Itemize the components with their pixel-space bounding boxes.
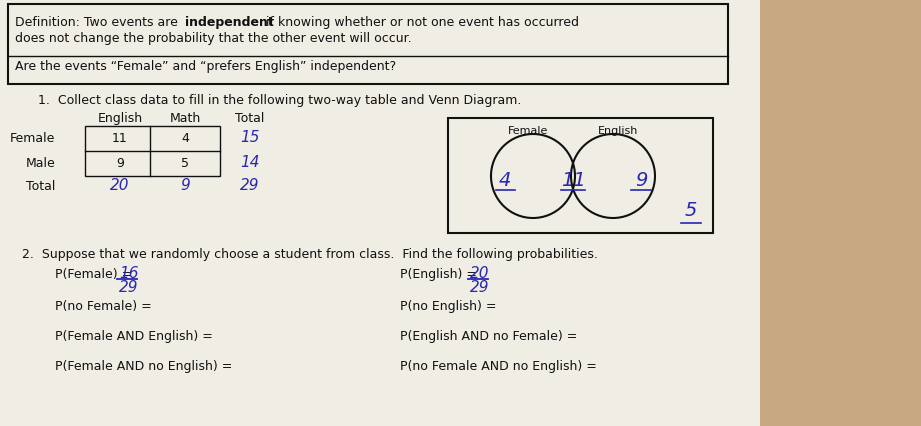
Text: Female: Female — [507, 126, 548, 136]
Text: P(no Female) =: P(no Female) = — [55, 300, 152, 313]
Text: 4: 4 — [181, 132, 189, 145]
Text: 9: 9 — [116, 157, 124, 170]
Text: 20: 20 — [111, 178, 130, 193]
Text: 5: 5 — [685, 201, 697, 221]
Text: 9: 9 — [181, 178, 190, 193]
Text: 29: 29 — [470, 280, 489, 295]
Text: P(English AND no Female) =: P(English AND no Female) = — [400, 330, 577, 343]
Text: 11: 11 — [561, 170, 586, 190]
Text: P(Female) =: P(Female) = — [55, 268, 136, 281]
Text: P(Female AND no English) =: P(Female AND no English) = — [55, 360, 232, 373]
Text: independent: independent — [185, 16, 274, 29]
Text: 14: 14 — [240, 155, 260, 170]
Text: 29: 29 — [120, 280, 139, 295]
Text: 4: 4 — [499, 170, 511, 190]
Text: Male: Male — [25, 157, 55, 170]
Text: Female: Female — [9, 132, 55, 145]
Text: Are the events “Female” and “prefers English” independent?: Are the events “Female” and “prefers Eng… — [15, 60, 396, 73]
Text: P(no Female AND no English) =: P(no Female AND no English) = — [400, 360, 597, 373]
Text: 5: 5 — [181, 157, 189, 170]
Text: 9: 9 — [635, 170, 647, 190]
Text: 2.  Suppose that we randomly choose a student from class.  Find the following pr: 2. Suppose that we randomly choose a stu… — [22, 248, 598, 261]
Bar — [8, 4, 728, 84]
Bar — [85, 126, 220, 176]
Text: 16: 16 — [120, 266, 139, 281]
Text: does not change the probability that the other event will occur.: does not change the probability that the… — [15, 32, 412, 45]
Text: 15: 15 — [240, 130, 260, 145]
Text: Math: Math — [169, 112, 201, 125]
Text: English: English — [598, 126, 638, 136]
Text: 29: 29 — [240, 178, 260, 193]
Text: P(English) =: P(English) = — [400, 268, 481, 281]
Bar — [0, 0, 760, 426]
Text: 20: 20 — [470, 266, 489, 281]
Bar — [448, 118, 713, 233]
Text: Total: Total — [26, 180, 55, 193]
Text: if knowing whether or not one event has occurred: if knowing whether or not one event has … — [262, 16, 579, 29]
Text: P(no English) =: P(no English) = — [400, 300, 496, 313]
Text: Total: Total — [235, 112, 264, 125]
Text: 1.  Collect class data to fill in the following two-way table and Venn Diagram.: 1. Collect class data to fill in the fol… — [38, 94, 521, 107]
Text: English: English — [98, 112, 143, 125]
Text: Definition: Two events are: Definition: Two events are — [15, 16, 181, 29]
Text: 11: 11 — [112, 132, 128, 145]
Text: P(Female AND English) =: P(Female AND English) = — [55, 330, 213, 343]
